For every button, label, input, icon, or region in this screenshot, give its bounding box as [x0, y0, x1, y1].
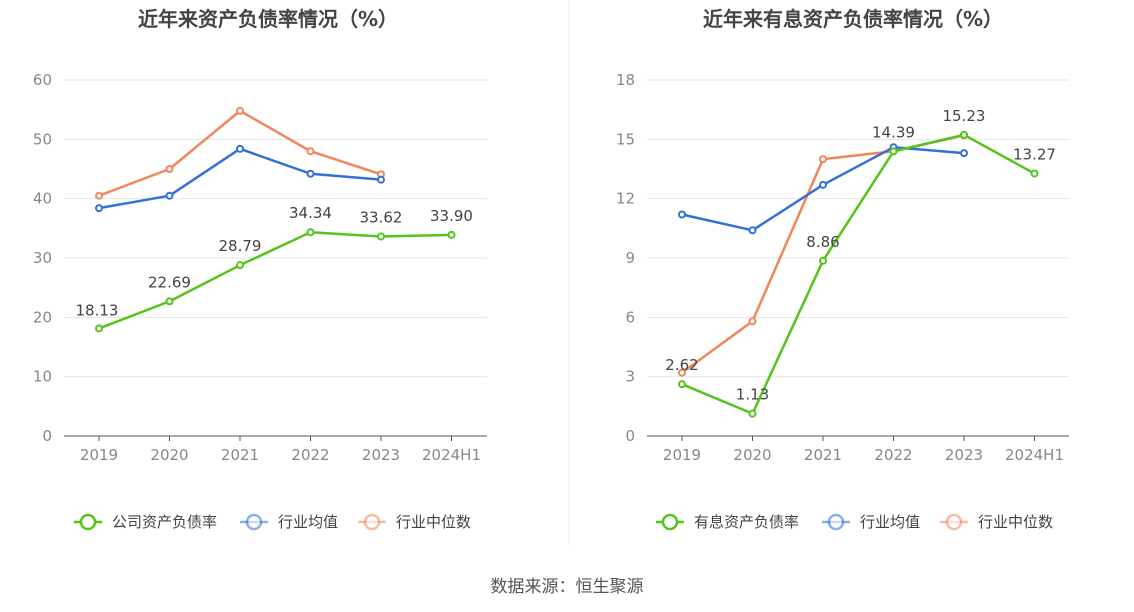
data-point	[165, 165, 174, 173]
series-line-1	[98, 230, 452, 330]
data-point	[377, 232, 385, 241]
data-label: 8.86	[806, 233, 839, 251]
data-label: 2.62	[665, 356, 698, 374]
data-point	[236, 144, 244, 153]
y-tick-label: 6	[625, 308, 635, 326]
y-tick-label: 0	[42, 427, 52, 445]
legend-label: 行业中位数	[978, 513, 1053, 531]
data-label: 1.13	[736, 386, 769, 404]
legend-item-3: 行业中位数	[358, 513, 471, 531]
x-tick-label: 2019	[80, 446, 118, 464]
data-point	[819, 155, 827, 164]
chart-title: 近年来资产负债率情况（%）	[138, 7, 398, 31]
data-label: 18.13	[76, 301, 119, 319]
legend-label: 公司资产负债率	[112, 513, 217, 531]
y-tick-label: 60	[33, 71, 52, 89]
x-tick-label: 2022	[291, 446, 329, 464]
data-point	[306, 169, 315, 178]
legend-item-1: 公司资产负债率	[74, 513, 217, 531]
x-tick-label: 2024H1	[1005, 446, 1064, 464]
data-point	[960, 149, 968, 158]
legend-swatch-marker	[661, 513, 679, 531]
x-tick-label: 2022	[874, 446, 912, 464]
series-line-3	[98, 109, 382, 197]
legend-label: 有息资产负债率	[694, 513, 799, 531]
chart-title: 近年来有息资产负债率情况（%）	[703, 7, 1003, 31]
y-tick-label: 0	[625, 427, 635, 445]
chart-panel-2: 近年来有息资产负债率情况（%） 0 3 6 9 12 15 18 2019 2020 2021 202…	[616, 7, 1069, 531]
data-point	[678, 368, 686, 377]
x-tick-label: 2023	[362, 446, 400, 464]
x-tick-label: 2020	[150, 446, 188, 464]
y-tick-label: 30	[33, 249, 52, 267]
y-tick-label: 9	[625, 249, 635, 267]
data-point	[748, 226, 757, 235]
y-tick-label: 15	[616, 130, 635, 148]
data-point	[165, 297, 174, 306]
legend-item-2: 行业均值	[822, 513, 920, 531]
source-note: 数据来源：恒生聚源	[491, 577, 644, 597]
data-point	[95, 324, 103, 333]
data-label: 13.27	[1013, 146, 1056, 164]
y-tick-label: 3	[625, 368, 635, 386]
data-point	[95, 204, 103, 213]
x-tick-label: 2019	[663, 446, 701, 464]
y-tick-label: 10	[33, 368, 52, 386]
data-label: 34.34	[289, 204, 332, 222]
legend-swatch-marker	[827, 513, 845, 531]
legend-item-2: 行业均值	[240, 513, 338, 531]
data-label: 33.62	[360, 209, 403, 227]
data-point	[377, 175, 385, 184]
data-point	[748, 409, 757, 418]
legend-swatch-marker	[945, 513, 963, 531]
legend-item-3: 行业中位数	[940, 513, 1053, 531]
data-point	[960, 130, 968, 139]
data-point	[819, 180, 827, 189]
series-line-3	[681, 134, 965, 374]
chart-panel-1: 近年来资产负债率情况（%） 0 10 20 30 40 50 60 2019 2020 2021 20…	[33, 7, 487, 531]
data-label: 14.39	[872, 123, 915, 141]
x-tick-label: 2021	[804, 446, 842, 464]
x-tick-label: 2020	[733, 446, 771, 464]
data-point	[1030, 169, 1039, 178]
x-tick-label: 2021	[221, 446, 259, 464]
series-line-1	[681, 133, 1036, 415]
data-point	[165, 191, 174, 200]
legend-label: 行业中位数	[396, 513, 471, 531]
data-point	[306, 228, 315, 237]
legend-swatch-marker	[363, 513, 381, 531]
legend-label: 行业均值	[860, 513, 920, 531]
y-tick-label: 40	[33, 190, 52, 208]
data-point	[889, 147, 898, 156]
data-point	[236, 261, 244, 270]
legend-item-1: 有息资产负债率	[656, 513, 799, 531]
data-point	[678, 210, 686, 219]
data-point	[236, 106, 244, 115]
x-tick-label: 2024H1	[422, 446, 481, 464]
y-tick-label: 50	[33, 130, 52, 148]
y-tick-label: 12	[616, 190, 635, 208]
data-point	[95, 191, 103, 200]
legend-swatch-marker	[79, 513, 97, 531]
data-point	[678, 380, 686, 389]
data-label: 15.23	[943, 107, 986, 125]
data-label: 22.69	[148, 273, 191, 291]
data-label: 28.79	[219, 237, 262, 255]
legend-label: 行业均值	[278, 513, 338, 531]
y-tick-label: 20	[33, 308, 52, 326]
data-label: 33.90	[430, 207, 473, 225]
y-tick-label: 18	[616, 71, 635, 89]
data-point	[447, 230, 456, 239]
data-point	[819, 256, 827, 265]
legend-swatch-marker	[245, 513, 263, 531]
x-tick-label: 2023	[945, 446, 983, 464]
data-point	[748, 317, 757, 326]
data-point	[306, 147, 315, 156]
